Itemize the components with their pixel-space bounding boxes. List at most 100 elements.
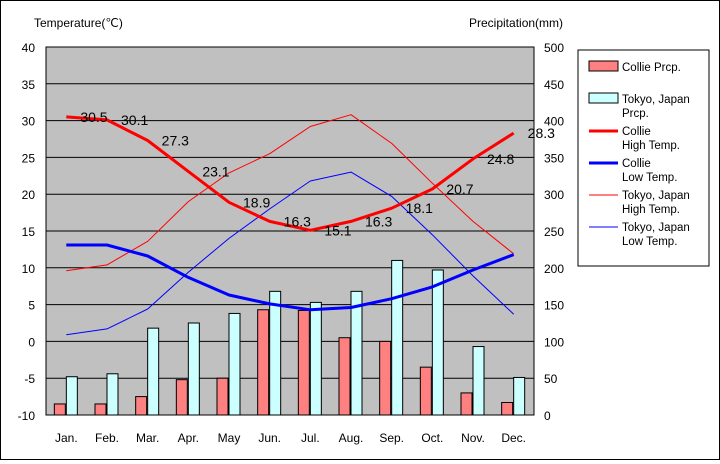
y-right-axis-label: Precipitation(mm) (469, 16, 563, 30)
y-left-tick--10: -10 (18, 409, 36, 423)
y-left-tick--5: -5 (24, 372, 35, 386)
tokyo-high-label-2: High Temp. (622, 204, 680, 216)
y-left-axis-label: Temperature(℃) (34, 16, 123, 30)
tokyo-prcp-bar-1 (65, 376, 78, 416)
data-labels: 30.5 30.1 27.3 23.1 18.9 16.3 15.1 16.3 18.1 20.7… (80, 109, 555, 238)
collie-low-temp-line (66, 243, 515, 312)
y-right-tick-300: 300 (544, 188, 564, 202)
x-tick-sep: Sep. (379, 431, 404, 445)
collie-high-label-1: Collie (622, 126, 651, 138)
tokyo-prcp-bar-3 (147, 327, 160, 416)
collie-prcp-bar-2 (94, 403, 107, 416)
data-label-2: 30.1 (121, 112, 148, 128)
temperature-lines (66, 114, 515, 336)
y-right-tick-0: 0 (544, 409, 551, 423)
tokyo-prcp-label-2: Prcp. (622, 108, 649, 120)
data-label-7: 15.1 (324, 222, 351, 238)
tokyo-japan-high-temp-line (66, 114, 515, 272)
x-tick-jul: Jul. (301, 431, 320, 445)
gridlines (46, 83, 534, 379)
x-tick-jun: Jun. (258, 431, 281, 445)
collie-prcp-bar-9 (379, 340, 392, 416)
y-left-tick-20: 20 (22, 188, 36, 202)
x-tick-feb: Feb. (95, 431, 119, 445)
y-right-tick-100: 100 (544, 335, 564, 349)
tokyo-low-label-1: Tokyo, Japan (622, 222, 690, 234)
tokyo-prcp-label-1: Tokyo, Japan (622, 94, 690, 106)
y-left-tick-25: 25 (22, 151, 36, 165)
data-label-8: 16.3 (365, 213, 392, 229)
y-left-tick-30: 30 (22, 115, 36, 129)
tokyo-prcp-bar-6 (269, 290, 282, 416)
x-tick-dec: Dec. (501, 431, 526, 445)
tokyo-prcp-bar-8 (350, 290, 363, 416)
collie-prcp-bar-11 (460, 392, 473, 416)
y-right-tick-250: 250 (544, 225, 564, 239)
y-left-tick-10: 10 (22, 262, 36, 276)
data-label-11: 24.8 (487, 151, 514, 167)
y-right-tick-450: 450 (544, 78, 564, 92)
tokyo-high-label-1: Tokyo, Japan (622, 190, 690, 202)
x-tick-mar: Mar. (136, 431, 159, 445)
collie-prcp-bar-3 (135, 396, 148, 416)
collie-low-label-2: Low Temp. (622, 172, 677, 184)
x-tick-aug: Aug. (339, 431, 364, 445)
collie-high-label-2: High Temp. (622, 140, 680, 152)
y-right-tick-500: 500 (544, 41, 564, 55)
tokyo-prcp-bar-9 (391, 259, 404, 416)
data-label-12: 28.3 (528, 125, 555, 141)
y-left-tick-0: 0 (28, 335, 35, 349)
tokyo-prcp-bar-10 (431, 269, 444, 416)
collie-prcp-bar-1 (53, 403, 66, 416)
data-label-6: 16.3 (284, 213, 311, 229)
tokyo-japan-low-temp-line (66, 171, 515, 336)
tokyo-prcp-bar-4 (187, 322, 200, 416)
y-left-tick-40: 40 (22, 41, 36, 55)
collie-low-label-1: Collie (622, 158, 651, 170)
y-left-tick-35: 35 (22, 78, 36, 92)
collie-prcp-bar-8 (338, 337, 351, 416)
data-label-1: 30.5 (80, 109, 107, 125)
tokyo-prcp-bar-11 (472, 346, 485, 416)
tokyo-prcp-bar-2 (106, 373, 119, 416)
collie-prcp-label-1: Collie Prcp. (622, 62, 681, 74)
x-tick-jan: Jan. (55, 431, 78, 445)
data-label-10: 20.7 (446, 181, 473, 197)
y-right-tick-150: 150 (544, 299, 564, 313)
x-tick-oct: Oct. (421, 431, 443, 445)
data-label-9: 18.1 (406, 200, 433, 216)
tokyo-prcp-bar-5 (228, 312, 241, 416)
x-tick-may: May (218, 431, 241, 445)
y-left-tick-15: 15 (22, 225, 36, 239)
precipitation-bars (53, 259, 526, 416)
tokyo-prcp-swatch (588, 92, 619, 104)
y-right-tick-400: 400 (544, 115, 564, 129)
data-label-5: 18.9 (243, 194, 270, 210)
collie-prcp-bar-4 (175, 379, 188, 416)
collie-prcp-bar-5 (216, 377, 229, 416)
tokyo-prcp-bar-12 (513, 376, 526, 416)
y-right-tick-200: 200 (544, 262, 564, 276)
legend-entries: Collie Prcp. Tokyo, Japan Prcp. Collie High… (588, 60, 690, 248)
collie-prcp-bar-7 (297, 309, 310, 416)
y-left-ticks: 40 35 30 25 20 15 10 5 0 -5 -10 (18, 41, 36, 423)
x-tick-apr: Apr. (178, 431, 199, 445)
data-label-4: 23.1 (202, 163, 229, 179)
collie-high-temp-line (66, 115, 515, 232)
collie-prcp-bar-12 (501, 401, 514, 416)
collie-prcp-bar-10 (419, 366, 432, 416)
y-right-tick-350: 350 (544, 151, 564, 165)
x-tick-nov: Nov. (461, 431, 485, 445)
collie-prcp-bar-6 (257, 309, 270, 416)
tokyo-low-label-2: Low Temp. (622, 236, 677, 248)
y-left-tick-5: 5 (28, 299, 35, 313)
collie-prcp-swatch (588, 60, 619, 72)
y-right-tick-50: 50 (544, 372, 558, 386)
legend (577, 49, 710, 267)
data-label-3: 27.3 (162, 132, 189, 148)
x-ticks: Jan. Feb. Mar. Apr. May Jun. Jul. Aug. Sep. Oct. N… (55, 431, 526, 445)
tokyo-prcp-bar-7 (309, 301, 322, 416)
